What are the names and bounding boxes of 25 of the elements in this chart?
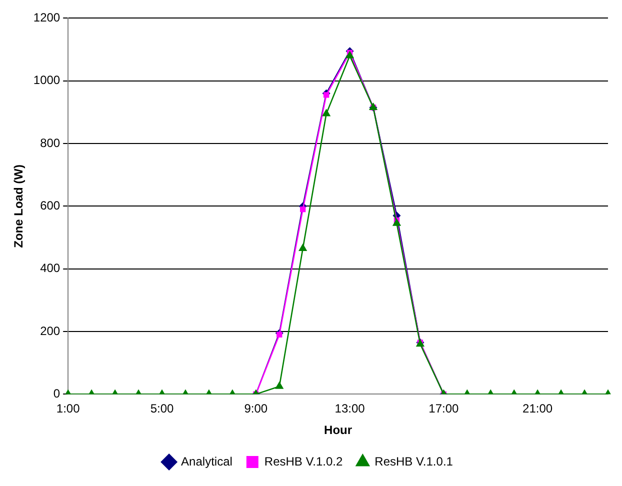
y-tick-label: 0 <box>53 386 60 401</box>
x-tick-label: 9:00 <box>244 402 268 416</box>
y-tick-label: 600 <box>40 198 60 213</box>
point <box>275 381 284 389</box>
point <box>323 92 330 98</box>
y-tick-label: 800 <box>40 136 60 150</box>
point <box>300 206 306 212</box>
y-tick-label: 1000 <box>33 73 60 88</box>
legend-label: Analytical <box>181 454 232 468</box>
point <box>392 218 402 226</box>
point <box>345 50 354 58</box>
x-tick-label: 5:00 <box>150 402 174 416</box>
x-axis-title: Hour <box>324 423 352 438</box>
y-tick-label: 1200 <box>33 10 60 25</box>
y-axis-title: Zone Load (W) <box>12 164 26 248</box>
legend-label: ResHB V.1.0.2 <box>264 454 344 468</box>
y-tick-label: 200 <box>40 324 60 338</box>
legend-label: ResHB V.1.0.1 <box>374 454 454 468</box>
x-tick-label: 21:00 <box>522 402 553 416</box>
point <box>298 244 308 251</box>
x-tick-label: 17:00 <box>428 402 460 416</box>
x-tick-label: 13:00 <box>334 402 366 416</box>
y-tick-label: 400 <box>40 261 60 276</box>
point <box>322 108 331 116</box>
x-tick-label: 1:00 <box>56 402 80 416</box>
